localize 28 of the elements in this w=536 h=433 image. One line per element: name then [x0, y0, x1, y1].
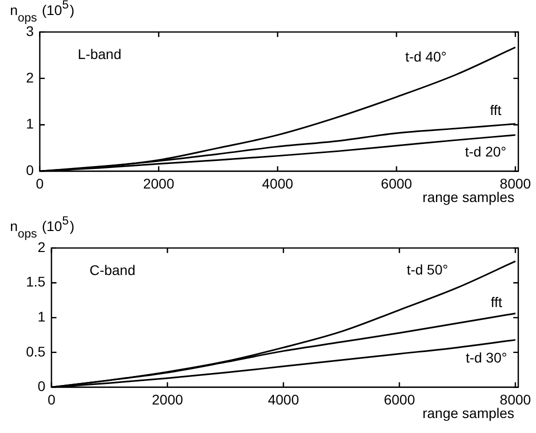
legend-label: t-d 30°	[466, 350, 508, 366]
x-tick-label: 4000	[262, 175, 294, 192]
series-label: t-d 20°	[464, 143, 506, 160]
y-tick-label: 0	[38, 378, 46, 394]
y-tick-label: 1.5	[26, 274, 46, 290]
x-tick-label: 2000	[152, 391, 184, 408]
x-axis-title: range samples	[422, 189, 514, 206]
y-tick-label: 3	[26, 22, 34, 39]
x-tick-label: 0	[48, 391, 56, 408]
x-axis-title: range samples	[422, 405, 514, 422]
x-tick-label: 6000	[384, 391, 416, 408]
series-label: fft	[490, 102, 502, 118]
x-tick-label: 8000	[500, 175, 532, 192]
y-tick-label: 2	[26, 69, 34, 86]
x-tick-label: 6000	[380, 175, 412, 192]
x-tick-label: 4000	[268, 391, 300, 408]
legend-label: fft	[490, 294, 502, 310]
annotation: C-band	[89, 262, 136, 278]
x-tick-label: 8000	[500, 391, 532, 408]
y-tick-label: 2	[38, 238, 46, 255]
y-tick-label: 0	[26, 162, 34, 178]
y-tick-label: 0.5	[26, 343, 46, 360]
annotation: L-band	[78, 46, 122, 62]
legend-label: t-d 40°	[405, 48, 447, 65]
y-tick-label: 1	[26, 116, 34, 132]
y-tick-label: 1	[38, 308, 46, 324]
x-tick-label: 2000	[143, 175, 174, 192]
legend-label: t-d 50°	[406, 262, 448, 278]
